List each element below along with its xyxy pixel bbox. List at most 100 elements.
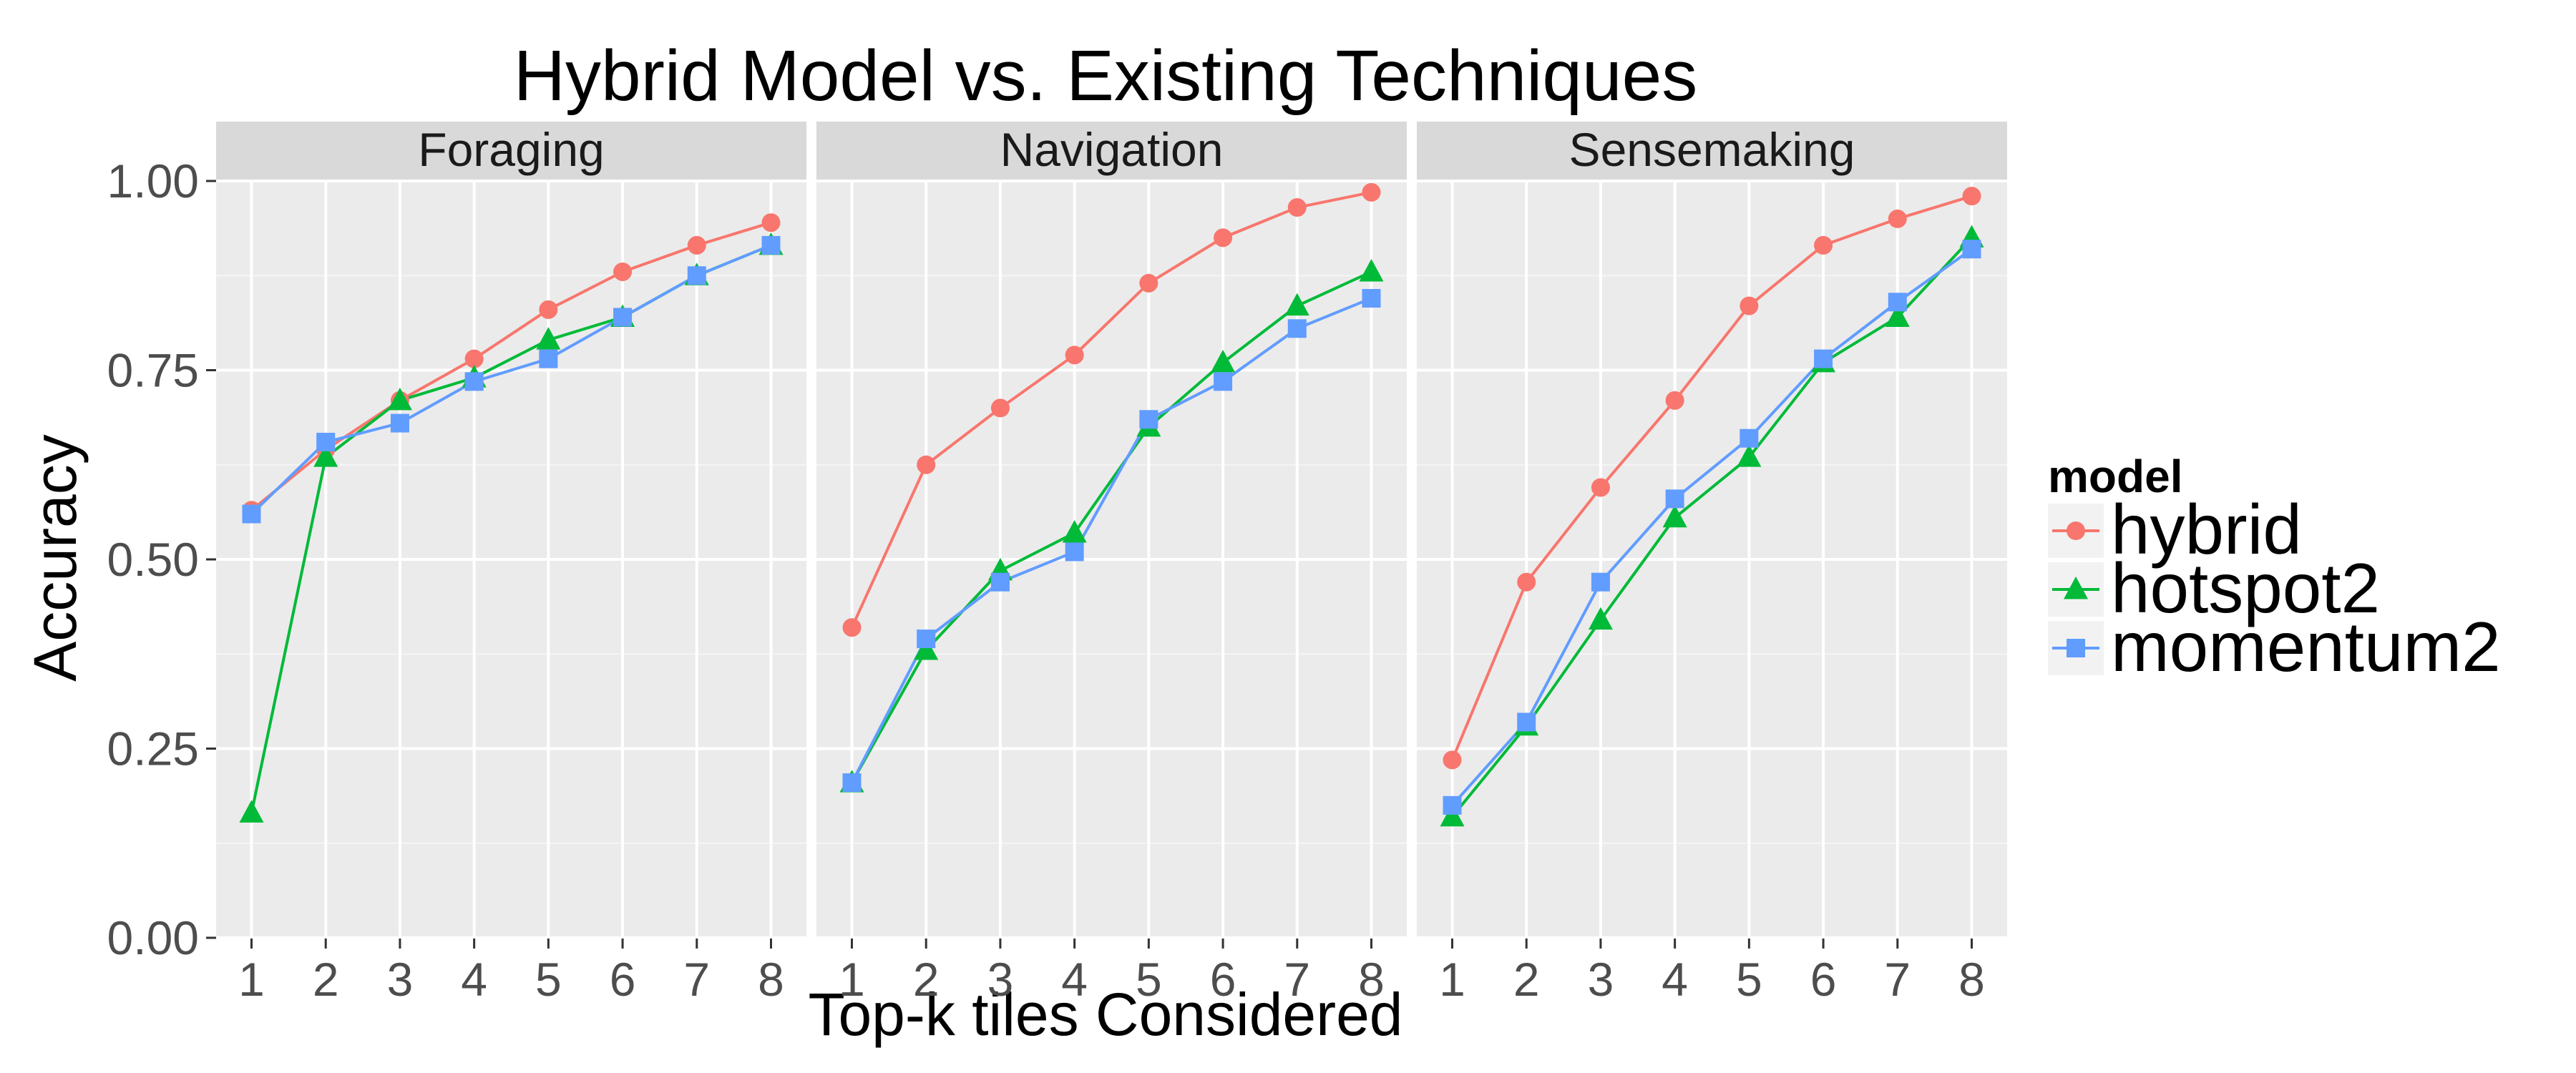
x-tick-label: 8 (1358, 953, 1385, 1006)
legend-label: hotspot2 (2111, 549, 2380, 627)
data-point-hotspot2 (536, 327, 561, 350)
x-tick-label: 3 (1588, 953, 1614, 1006)
series-line-momentum2 (850, 297, 1372, 784)
data-point-hybrid (1814, 235, 1833, 255)
facet-label: Navigation (1000, 123, 1224, 176)
data-point-hotspot2 (1662, 504, 1687, 528)
data-point-momentum2 (1362, 288, 1381, 308)
legend-item-hybrid: hybrid (2048, 490, 2302, 569)
x-tick-label: 7 (1884, 953, 1911, 1006)
data-point-hybrid (1065, 346, 1084, 365)
facet-panel-sensemaking: Sensemaking 1 2 3 4 5 6 7 8 (1417, 122, 2007, 1006)
x-tick-label: 2 (313, 953, 339, 1006)
data-point-hybrid (539, 300, 558, 319)
data-point-momentum2 (316, 433, 336, 452)
data-point-momentum2 (842, 773, 862, 793)
facet-panel-navigation: Navigation 1 2 3 4 5 6 7 8 (816, 122, 1407, 1006)
facet-panel-foraging: Foraging 1 2 3 4 5 6 7 8 (216, 122, 806, 1006)
legend-item-momentum2: momentum2 (2048, 607, 2501, 686)
x-tick-label: 1 (839, 953, 865, 1006)
data-point-hotspot2 (1211, 349, 1236, 373)
data-point-hybrid (1740, 296, 1759, 315)
data-point-hybrid (1214, 228, 1233, 248)
data-point-momentum2 (1287, 319, 1307, 338)
data-point-momentum2 (1591, 572, 1610, 592)
x-tick-label: 8 (758, 953, 784, 1006)
data-point-momentum2 (464, 372, 484, 391)
x-tick-label: 5 (1136, 953, 1162, 1006)
data-point-momentum2 (613, 308, 633, 327)
data-point-hybrid (917, 455, 936, 474)
series-line-hybrid (250, 221, 772, 511)
data-point-momentum2 (539, 349, 558, 368)
x-tick-label: 3 (987, 953, 1014, 1006)
x-tick-label: 4 (1061, 953, 1088, 1006)
data-point-momentum2 (1139, 410, 1158, 429)
x-axis-label: Top-k tiles Considered (808, 981, 1402, 1048)
x-tick-label: 2 (1513, 953, 1540, 1006)
legend-key-marker (2064, 577, 2088, 599)
data-point-hotspot2 (1737, 444, 1762, 467)
data-point-momentum2 (242, 504, 261, 524)
y-axis: 0.00 0.25 0.50 0.75 1.00 (107, 155, 216, 964)
data-point-hybrid (687, 235, 706, 255)
legend-item-hotspot2: hotspot2 (2048, 549, 2380, 627)
legend-key-marker (2067, 639, 2085, 657)
series-line-momentum2 (250, 244, 772, 515)
data-point-hotspot2 (914, 637, 939, 660)
x-tick-label: 4 (461, 953, 487, 1006)
facet-label: Foraging (418, 123, 605, 176)
data-point-hybrid (1591, 478, 1610, 497)
x-tick-label: 2 (913, 953, 940, 1006)
x-tick-label: 4 (1662, 953, 1688, 1006)
x-tick-label: 7 (683, 953, 710, 1006)
x-tick-label: 3 (387, 953, 414, 1006)
data-point-hotspot2 (1440, 803, 1465, 827)
y-tick-label: 0.75 (107, 344, 199, 397)
data-point-hybrid (990, 398, 1010, 418)
series-line-hybrid (1450, 195, 1973, 761)
series-line-momentum2 (1451, 248, 1973, 807)
legend-key-marker (2067, 521, 2085, 540)
data-point-hybrid (761, 213, 781, 232)
data-point-hotspot2 (239, 800, 264, 823)
data-point-momentum2 (1888, 293, 1907, 312)
y-tick-label: 0.00 (107, 911, 199, 964)
x-tick-label: 6 (1210, 953, 1236, 1006)
y-tick-label: 0.50 (107, 533, 199, 586)
data-point-momentum2 (1665, 489, 1684, 509)
data-point-hybrid (1665, 391, 1684, 410)
series-line-hybrid (850, 190, 1372, 629)
data-point-momentum2 (1214, 372, 1233, 391)
facet-label: Sensemaking (1569, 123, 1855, 176)
x-tick-label: 6 (1810, 953, 1837, 1006)
legend-label: hybrid (2111, 490, 2302, 569)
legend-title: model (2048, 451, 2182, 502)
facet-strip (216, 122, 806, 180)
legend-label: momentum2 (2111, 607, 2501, 686)
data-point-momentum2 (1443, 795, 1462, 815)
y-tick-label: 0.25 (107, 722, 199, 775)
data-point-hybrid (1139, 273, 1158, 293)
data-point-momentum2 (761, 235, 781, 255)
y-axis-label: Accuracy (21, 434, 89, 681)
series-line-hotspot2 (850, 270, 1372, 784)
data-point-hotspot2 (1359, 258, 1384, 282)
data-point-hybrid (464, 349, 484, 368)
data-point-hybrid (1362, 182, 1381, 202)
data-point-momentum2 (1065, 542, 1084, 562)
data-point-hotspot2 (387, 387, 412, 411)
series-line-hotspot2 (1450, 236, 1973, 818)
data-point-momentum2 (990, 572, 1010, 592)
data-point-momentum2 (687, 266, 706, 285)
data-point-momentum2 (1740, 428, 1759, 448)
x-tick-label: 1 (238, 953, 265, 1006)
data-point-hybrid (613, 262, 633, 281)
data-point-hybrid (1287, 198, 1307, 217)
facet-strip (1417, 122, 2007, 180)
data-point-hybrid (842, 618, 862, 637)
data-point-hotspot2 (313, 444, 338, 467)
